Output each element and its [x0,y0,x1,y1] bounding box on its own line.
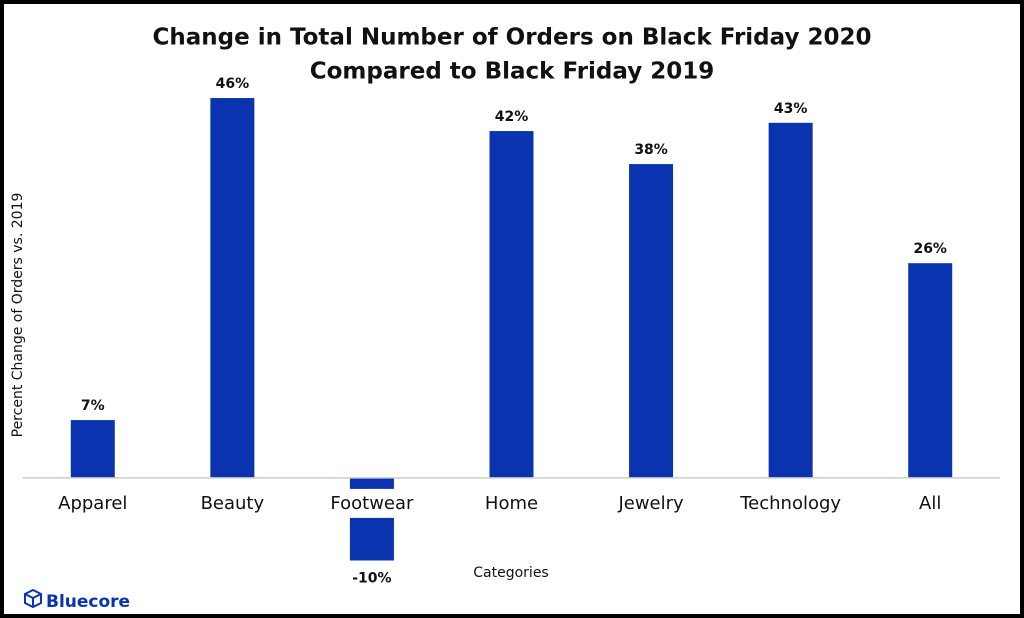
bar [908,263,953,478]
data-label: 43% [774,101,808,117]
x-tick-label: Apparel [58,493,127,514]
label-background [913,488,948,518]
x-axis-label: Categories [473,565,548,581]
data-label: 7% [81,398,105,414]
x-tick-label: All [919,493,941,514]
label-background [733,488,848,518]
bar [768,122,813,478]
label-background [324,488,421,518]
y-axis-label: Percent Change of Orders vs. 2019 [10,193,26,438]
logo: Bluecore [24,588,130,612]
x-tick-label: Jewelry [617,493,684,514]
chart-title: Compared to Black Friday 2019 [310,59,714,85]
label-background [611,488,691,518]
bar [70,420,115,478]
bar [489,131,534,478]
data-label: 42% [495,109,529,125]
x-tick-label: Home [485,493,538,514]
data-label: 26% [913,241,947,257]
label-background [52,488,134,518]
label-background [194,488,271,518]
data-label: 38% [634,142,668,158]
bar [629,164,674,478]
x-tick-label: Technology [739,493,841,514]
x-tick-label: Footwear [330,493,414,514]
data-label: 46% [216,76,250,92]
x-tick-label: Beauty [201,493,265,514]
bar [210,98,255,478]
chart-title: Change in Total Number of Orders on Blac… [153,25,872,51]
label-background [478,488,545,518]
data-label: -10% [352,570,391,586]
brand: Bluecore [46,592,130,612]
logo-icon [24,588,42,609]
